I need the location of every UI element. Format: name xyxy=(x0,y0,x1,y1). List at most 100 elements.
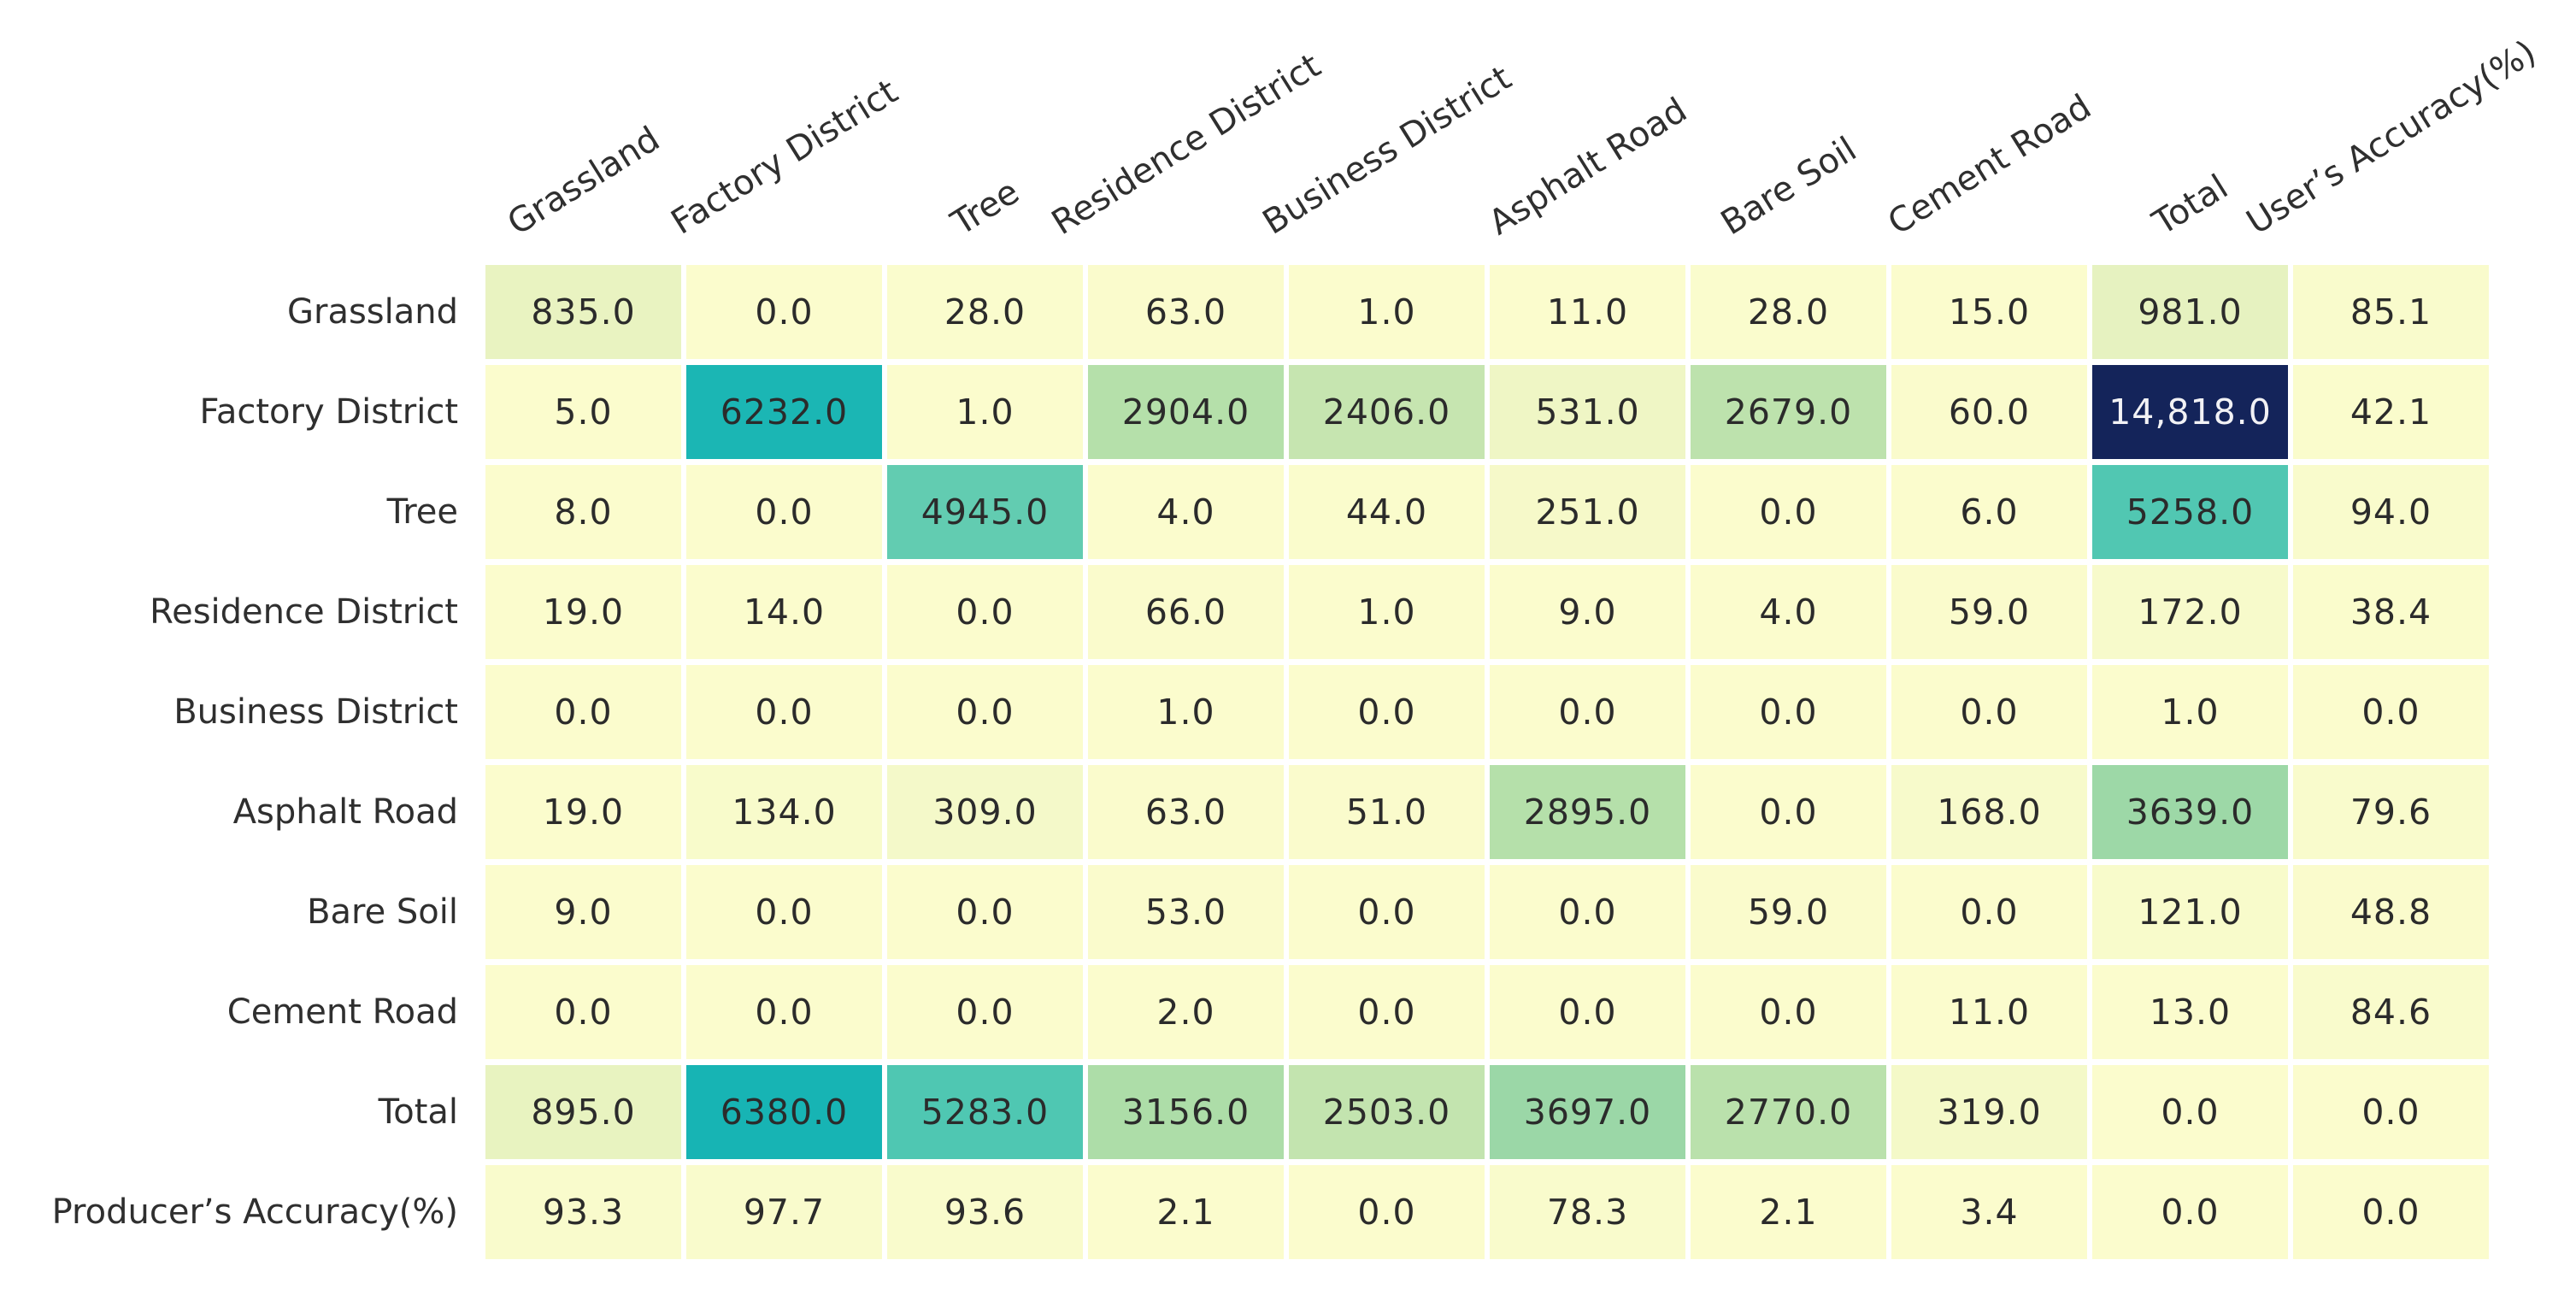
heatmap-cell: 1.0 xyxy=(1289,265,1485,359)
heatmap-cell: 5258.0 xyxy=(2092,465,2288,559)
heatmap-cell: 0.0 xyxy=(887,965,1083,1059)
heatmap-cell: 3697.0 xyxy=(1490,1065,1685,1159)
heatmap-cell: 84.6 xyxy=(2293,965,2489,1059)
heatmap-cell: 2895.0 xyxy=(1490,765,1685,859)
heatmap-cell: 0.0 xyxy=(1289,665,1485,759)
heatmap-cell: 93.3 xyxy=(485,1165,681,1259)
heatmap-cell: 2.0 xyxy=(1088,965,1284,1059)
heatmap-cell: 3.4 xyxy=(1891,1165,2087,1259)
heatmap-cell: 0.0 xyxy=(1490,865,1685,959)
heatmap-cell: 0.0 xyxy=(887,865,1083,959)
heatmap-cell: 97.7 xyxy=(686,1165,882,1259)
row-label: Total xyxy=(378,1092,458,1132)
heatmap-cell: 2679.0 xyxy=(1691,365,1886,459)
heatmap-cell: 0.0 xyxy=(1691,465,1886,559)
heatmap-cell: 0.0 xyxy=(485,665,681,759)
row-label: Grassland xyxy=(287,292,458,332)
heatmap-cell: 1.0 xyxy=(887,365,1083,459)
heatmap-cell: 2770.0 xyxy=(1691,1065,1886,1159)
heatmap-cell: 8.0 xyxy=(485,465,681,559)
heatmap-cell: 51.0 xyxy=(1289,765,1485,859)
heatmap-cell: 6380.0 xyxy=(686,1065,882,1159)
column-label: Cement Road xyxy=(1880,86,2098,244)
heatmap-cell: 0.0 xyxy=(2293,1065,2489,1159)
heatmap-cell: 0.0 xyxy=(1891,865,2087,959)
heatmap-cell: 121.0 xyxy=(2092,865,2288,959)
heatmap-cell: 0.0 xyxy=(2293,1165,2489,1259)
heatmap-cell: 3156.0 xyxy=(1088,1065,1284,1159)
column-label: Factory District xyxy=(664,72,904,243)
row-label: Cement Road xyxy=(226,992,458,1032)
heatmap-cell: 13.0 xyxy=(2092,965,2288,1059)
heatmap-cell: 531.0 xyxy=(1490,365,1685,459)
heatmap-cell: 44.0 xyxy=(1289,465,1485,559)
heatmap-cell: 19.0 xyxy=(485,565,681,659)
heatmap-cell: 53.0 xyxy=(1088,865,1284,959)
heatmap-cell: 28.0 xyxy=(887,265,1083,359)
heatmap-cell: 2406.0 xyxy=(1289,365,1485,459)
heatmap-cell: 981.0 xyxy=(2092,265,2288,359)
heatmap-cell: 835.0 xyxy=(485,265,681,359)
row-label: Producer’s Accuracy(%) xyxy=(51,1192,458,1232)
heatmap-cell: 0.0 xyxy=(1691,965,1886,1059)
heatmap-cell: 0.0 xyxy=(887,565,1083,659)
heatmap-cell: 14,818.0 xyxy=(2092,365,2288,459)
heatmap-cell: 4945.0 xyxy=(887,465,1083,559)
heatmap-cell: 0.0 xyxy=(1490,965,1685,1059)
heatmap-cell: 48.8 xyxy=(2293,865,2489,959)
heatmap-cell: 38.4 xyxy=(2293,565,2489,659)
heatmap-cell: 0.0 xyxy=(2092,1065,2288,1159)
heatmap-cell: 0.0 xyxy=(686,965,882,1059)
heatmap-cell: 60.0 xyxy=(1891,365,2087,459)
heatmap-cell: 0.0 xyxy=(1289,865,1485,959)
heatmap-cell: 28.0 xyxy=(1691,265,1886,359)
column-label: User’s Accuracy(%) xyxy=(2239,32,2543,244)
row-label: Factory District xyxy=(199,392,459,432)
heatmap-cell: 0.0 xyxy=(887,665,1083,759)
heatmap-cell: 172.0 xyxy=(2092,565,2288,659)
heatmap-cell: 2.1 xyxy=(1088,1165,1284,1259)
heatmap-cell: 0.0 xyxy=(1490,665,1685,759)
column-label: Bare Soil xyxy=(1714,129,1863,243)
heatmap-cell: 4.0 xyxy=(1691,565,1886,659)
row-label: Bare Soil xyxy=(307,892,458,932)
heatmap-cell: 895.0 xyxy=(485,1065,681,1159)
column-label: Tree xyxy=(944,171,1026,244)
heatmap-cell: 309.0 xyxy=(887,765,1083,859)
heatmap-cell: 0.0 xyxy=(686,265,882,359)
heatmap-cell: 93.6 xyxy=(887,1165,1083,1259)
heatmap-cell: 15.0 xyxy=(1891,265,2087,359)
column-label: Total xyxy=(2145,167,2235,244)
column-label: Asphalt Road xyxy=(1481,90,1694,244)
heatmap-cell: 59.0 xyxy=(1691,865,1886,959)
heatmap-cell: 0.0 xyxy=(2293,665,2489,759)
heatmap-cell: 251.0 xyxy=(1490,465,1685,559)
heatmap-cell: 134.0 xyxy=(686,765,882,859)
heatmap-cell: 319.0 xyxy=(1891,1065,2087,1159)
row-label: Residence District xyxy=(150,592,458,632)
heatmap-cell: 4.0 xyxy=(1088,465,1284,559)
row-label: Business District xyxy=(173,692,458,732)
heatmap-cell: 1.0 xyxy=(2092,665,2288,759)
heatmap-cell: 59.0 xyxy=(1891,565,2087,659)
heatmap-cell: 11.0 xyxy=(1490,265,1685,359)
heatmap-cell: 94.0 xyxy=(2293,465,2489,559)
heatmap-cell: 0.0 xyxy=(485,965,681,1059)
heatmap-cell: 0.0 xyxy=(686,865,882,959)
heatmap-cell: 168.0 xyxy=(1891,765,2087,859)
heatmap-cell: 2.1 xyxy=(1691,1165,1886,1259)
heatmap-cell: 2904.0 xyxy=(1088,365,1284,459)
heatmap-cell: 9.0 xyxy=(1490,565,1685,659)
heatmap-cell: 0.0 xyxy=(1691,765,1886,859)
heatmap-cell: 5283.0 xyxy=(887,1065,1083,1159)
heatmap-cell: 42.1 xyxy=(2293,365,2489,459)
heatmap-cell: 85.1 xyxy=(2293,265,2489,359)
row-label: Asphalt Road xyxy=(232,792,458,832)
heatmap-cell: 6232.0 xyxy=(686,365,882,459)
heatmap-cell: 1.0 xyxy=(1088,665,1284,759)
heatmap-cell: 5.0 xyxy=(485,365,681,459)
heatmap-cell: 19.0 xyxy=(485,765,681,859)
heatmap-cell: 79.6 xyxy=(2293,765,2489,859)
column-label: Grassland xyxy=(500,119,667,243)
